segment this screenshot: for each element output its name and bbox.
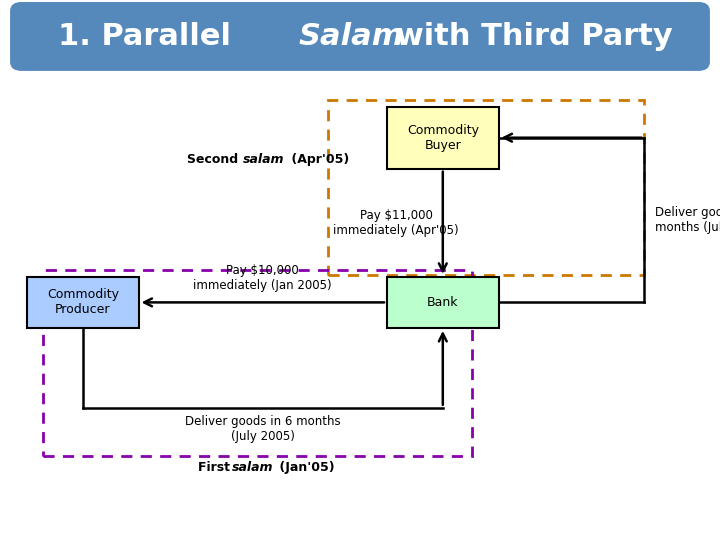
Bar [43,270,472,456]
Text: salam: salam [243,153,285,166]
Text: (Jan'05): (Jan'05) [275,461,335,474]
Bar [328,100,644,275]
Text: Pay $10,000
immediately (Jan 2005): Pay $10,000 immediately (Jan 2005) [194,264,332,292]
Text: Commodity
Producer: Commodity Producer [47,288,119,316]
Text: First: First [198,461,235,474]
Text: with Third Party: with Third Party [385,22,673,51]
Bar [27,276,138,328]
Text: Bank: Bank [427,296,459,309]
Text: (Apr'05): (Apr'05) [287,153,348,166]
Text: Pay $11,000
immediately (Apr'05): Pay $11,000 immediately (Apr'05) [333,209,459,237]
Bar [387,276,498,328]
Text: Commodity
Buyer: Commodity Buyer [407,124,479,152]
FancyBboxPatch shape [11,3,709,70]
Bar [387,106,498,168]
Text: salam: salam [232,461,274,474]
Text: Deliver goods in 3
months (July 2005): Deliver goods in 3 months (July 2005) [655,206,720,234]
Text: 1. Parallel: 1. Parallel [58,22,241,51]
Text: Second: Second [187,153,243,166]
Text: Deliver goods in 6 months
(July 2005): Deliver goods in 6 months (July 2005) [185,415,341,443]
Text: Salam: Salam [299,22,405,51]
